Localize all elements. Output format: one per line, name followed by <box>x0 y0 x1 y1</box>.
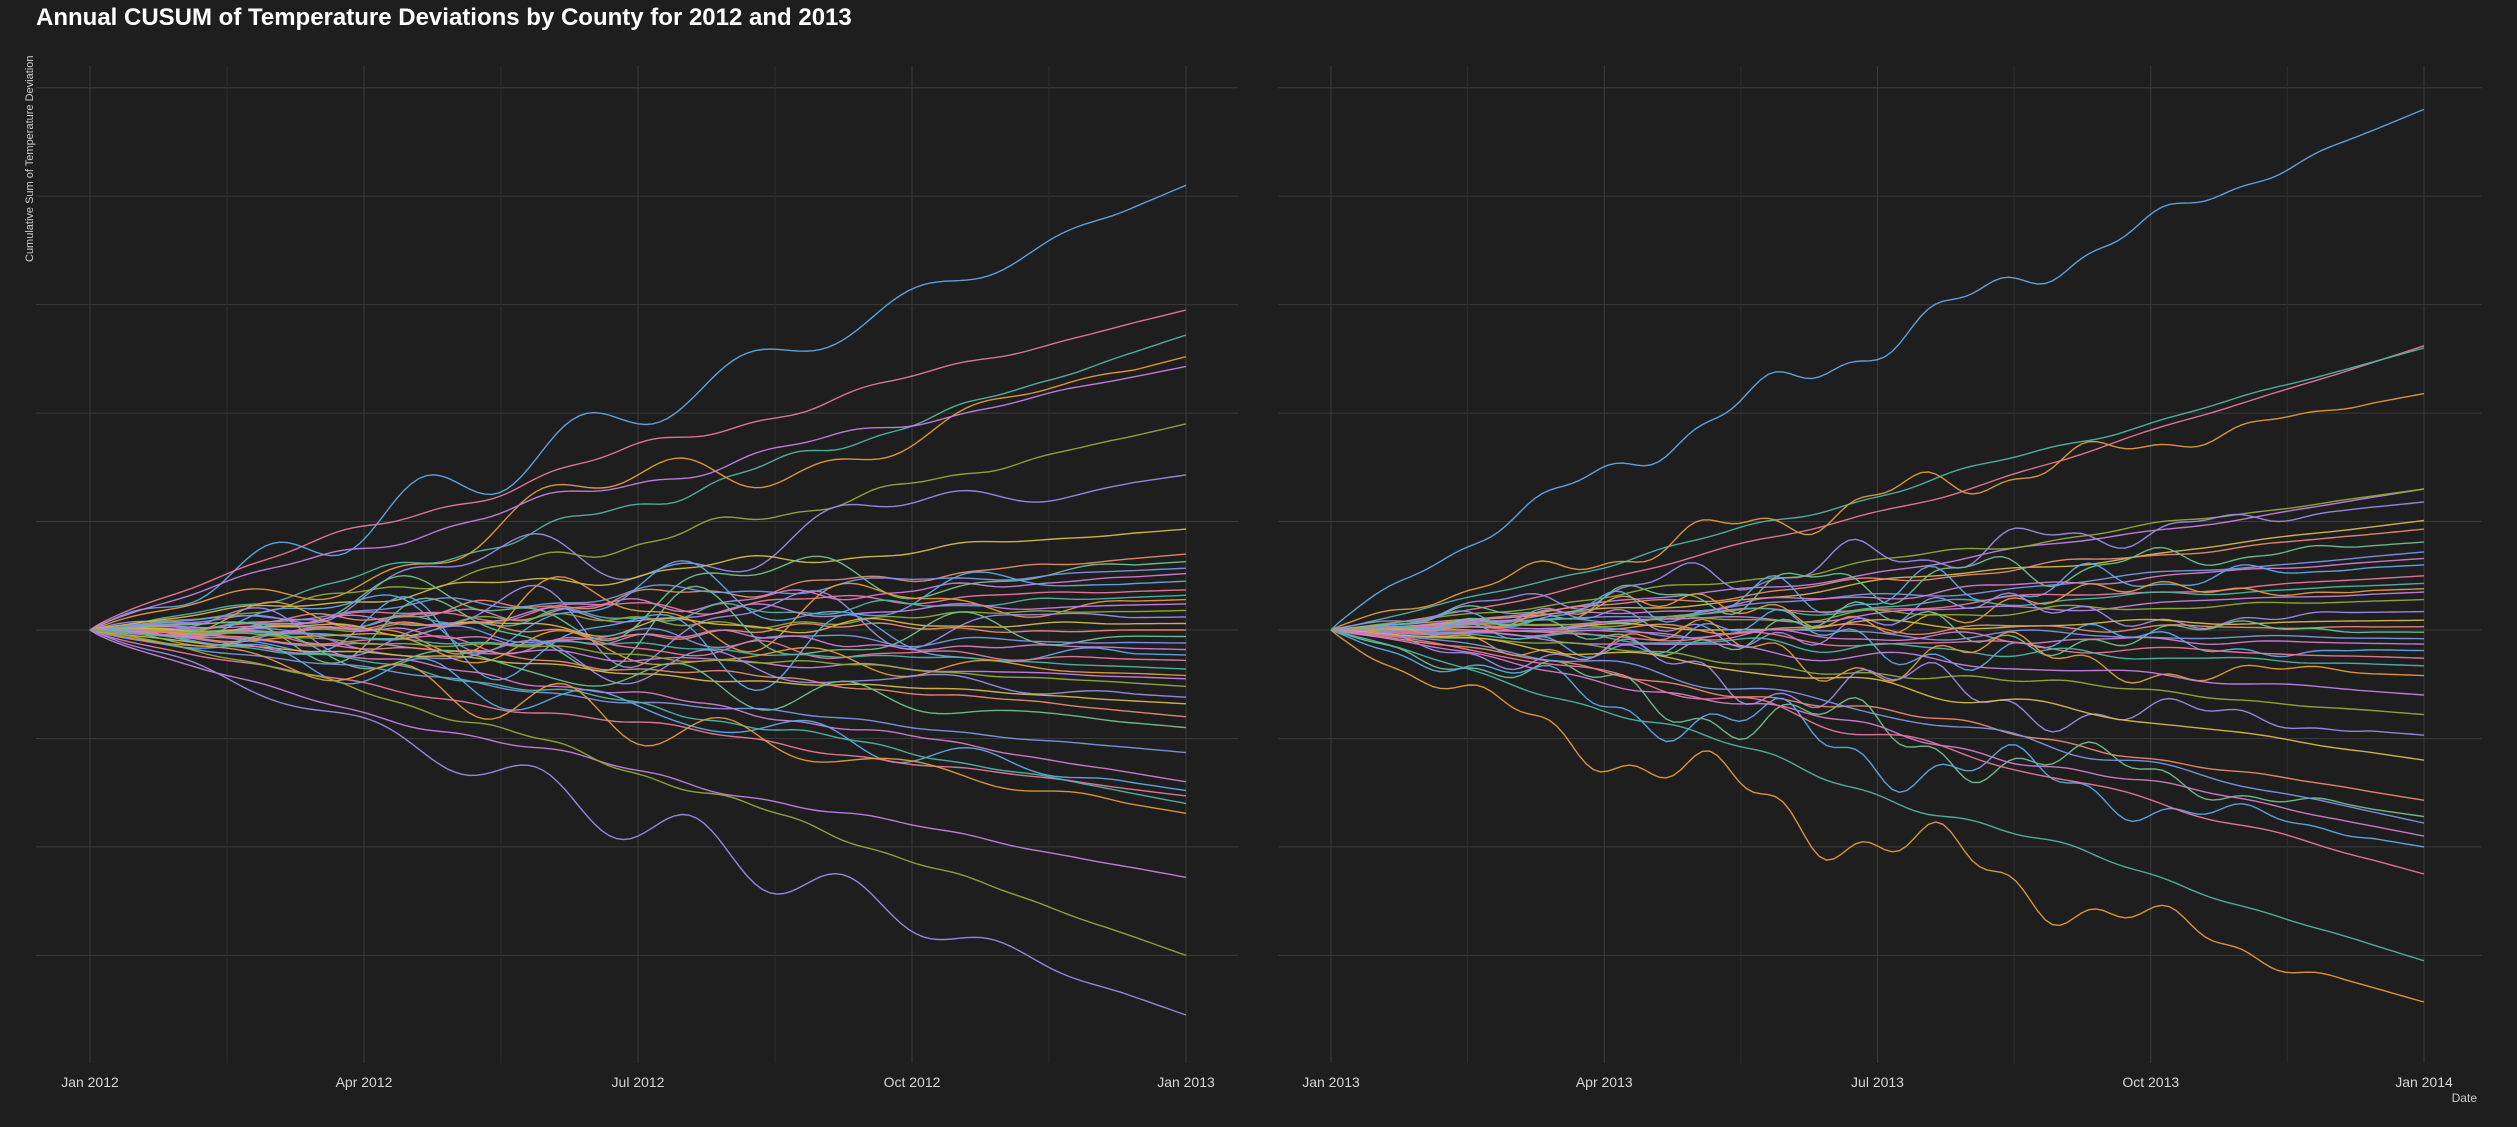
x-tick-label: Jan 2012 <box>61 1074 119 1090</box>
series-line <box>89 560 1187 653</box>
series-line <box>1330 562 2425 631</box>
x-axis-2012: Jan 2012 Apr 2012 Jul 2012 Oct 2012 Jan 2013 <box>61 1074 1215 1090</box>
series-line <box>1330 629 2425 736</box>
series-line <box>89 628 1187 678</box>
series-line <box>1330 629 2425 801</box>
series-line <box>89 629 1187 783</box>
series-line <box>89 589 1187 631</box>
x-tick-label: Jul 2013 <box>1851 1074 1904 1090</box>
series-line <box>1330 629 2425 875</box>
page-title: Annual CUSUM of Temperature Deviations b… <box>36 4 852 31</box>
series-line <box>89 625 1187 649</box>
series-group-2012 <box>89 184 1187 1016</box>
x-tick-label: Oct 2012 <box>884 1074 941 1090</box>
series-line <box>1330 582 2425 631</box>
series-line <box>89 528 1187 631</box>
series-line <box>89 584 1187 669</box>
series-line <box>89 567 1187 631</box>
series-line <box>1330 629 2425 667</box>
series-line <box>89 184 1187 631</box>
series-line <box>1330 629 2425 824</box>
series-line <box>1330 392 2425 631</box>
x-tick-label: Jan 2014 <box>2395 1074 2453 1090</box>
series-line <box>1330 629 2425 659</box>
series-line <box>89 356 1187 631</box>
x-tick-label: Apr 2013 <box>1576 1074 1633 1090</box>
series-line <box>89 629 1187 718</box>
series-line <box>89 625 1187 651</box>
x-tick-label: Jan 2013 <box>1302 1074 1360 1090</box>
series-line <box>89 365 1187 631</box>
series-line <box>89 629 1187 792</box>
series-line <box>1330 108 2425 631</box>
series-line <box>89 629 1187 805</box>
series-line <box>1330 488 2425 631</box>
series-line <box>1330 528 2425 631</box>
series-line <box>89 629 1187 814</box>
x-tick-label: Jan 2013 <box>1157 1074 1215 1090</box>
series-line <box>89 629 1187 957</box>
series-line <box>89 629 1187 729</box>
series-line <box>1330 501 2425 631</box>
series-group-2013 <box>1330 108 2425 1003</box>
series-line <box>1330 629 2425 761</box>
x-axis-label: Date <box>2451 1091 2477 1105</box>
series-line <box>1330 629 2425 1003</box>
series-line <box>1330 601 2424 657</box>
grid-2012 <box>36 66 1238 1063</box>
x-tick-label: Apr 2012 <box>336 1074 393 1090</box>
series-line <box>1330 347 2425 631</box>
series-line <box>1330 629 2425 848</box>
x-tick-label: Oct 2013 <box>2122 1074 2179 1090</box>
series-line <box>89 629 1187 1016</box>
grid-2013 <box>1278 66 2482 1063</box>
x-tick-label: Jul 2012 <box>612 1074 665 1090</box>
series-line <box>89 629 1187 680</box>
series-line <box>1330 629 2425 962</box>
series-line <box>89 572 1187 631</box>
series-line <box>89 629 1187 670</box>
series-line <box>89 629 1187 688</box>
x-axis-2013: Jan 2013 Apr 2013 Jul 2013 Oct 2013 Jan 2014 <box>1302 1074 2453 1090</box>
series-line <box>1330 629 2425 696</box>
series-line <box>1330 592 2425 648</box>
series-line <box>1330 629 2425 818</box>
series-line <box>89 629 1187 878</box>
series-line <box>89 555 1187 642</box>
series-line <box>89 309 1187 631</box>
series-line <box>1330 629 2425 837</box>
series-line <box>1330 345 2425 631</box>
